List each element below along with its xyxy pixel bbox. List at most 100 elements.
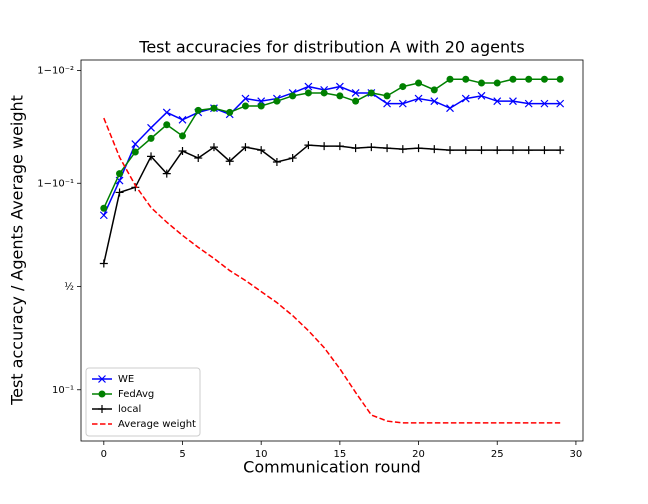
y-tick-label: 10⁻¹: [52, 385, 74, 396]
y-tick-label: 1−10⁻¹: [37, 178, 74, 189]
marker: [225, 157, 234, 166]
marker: [320, 142, 329, 151]
x-axis-label: Communication round: [243, 458, 421, 477]
series-line: [103, 85, 561, 216]
marker: [304, 82, 313, 91]
marker: [115, 188, 124, 197]
marker: [288, 154, 297, 163]
x-tick-label: 10: [255, 449, 268, 460]
marker: [556, 146, 565, 155]
marker: [414, 94, 423, 103]
marker: [415, 79, 423, 87]
marker: [351, 144, 360, 153]
legend-marker: [98, 405, 106, 413]
marker: [163, 121, 171, 129]
marker: [367, 143, 376, 152]
y-tick-label: 1−10⁻²: [37, 66, 74, 77]
marker: [100, 204, 108, 212]
marker: [257, 102, 265, 110]
marker: [131, 140, 140, 148]
marker: [525, 75, 533, 83]
x-tick-label: 15: [334, 449, 347, 460]
marker: [335, 142, 344, 151]
marker: [352, 97, 360, 105]
marker: [398, 145, 407, 154]
marker: [335, 82, 344, 91]
marker: [461, 146, 470, 155]
marker: [508, 146, 517, 155]
marker: [272, 157, 281, 166]
x-tick-label: 25: [491, 449, 504, 460]
marker: [194, 154, 203, 163]
marker: [540, 146, 549, 155]
marker: [241, 143, 250, 152]
x-tick-label: 0: [101, 449, 107, 460]
x-tick-label: 30: [570, 449, 583, 460]
marker: [509, 75, 517, 83]
marker: [398, 99, 407, 108]
plot-frame: [80, 59, 584, 442]
marker: [493, 97, 502, 106]
legend-marker: [98, 375, 106, 383]
marker: [430, 145, 439, 154]
marker: [289, 92, 297, 100]
y-axis-label: Test accuracy / Agents Average weight: [8, 95, 27, 406]
chart-title: Test accuracies for distribution A with …: [138, 38, 524, 57]
marker: [477, 146, 486, 155]
marker: [147, 152, 156, 161]
marker: [540, 75, 548, 83]
marker: [99, 211, 108, 220]
marker: [131, 148, 139, 156]
marker: [320, 89, 328, 97]
marker: [162, 108, 171, 117]
marker: [556, 99, 565, 108]
marker: [414, 144, 423, 153]
legend-label: Average weight: [118, 419, 196, 430]
series-line: [103, 144, 561, 264]
series-line: [103, 117, 561, 424]
marker: [99, 259, 108, 268]
marker: [178, 115, 187, 124]
marker: [524, 99, 533, 108]
marker: [147, 123, 155, 132]
marker: [226, 108, 234, 116]
marker: [210, 104, 218, 112]
marker: [116, 170, 124, 178]
marker: [241, 94, 250, 103]
marker: [509, 97, 517, 106]
marker: [162, 169, 171, 178]
marker: [430, 97, 439, 106]
marker: [477, 91, 486, 100]
marker: [383, 144, 392, 153]
legend-marker: [98, 390, 106, 398]
marker: [179, 132, 187, 140]
marker: [540, 99, 549, 108]
marker: [556, 75, 564, 83]
marker: [430, 86, 438, 94]
marker: [462, 75, 470, 83]
legend-label: local: [118, 404, 141, 415]
marker: [493, 79, 501, 87]
x-tick-label: 5: [179, 449, 185, 460]
marker: [147, 134, 155, 142]
marker: [399, 83, 407, 91]
marker: [383, 99, 392, 108]
marker: [446, 75, 454, 83]
marker: [446, 104, 454, 113]
marker: [273, 97, 281, 105]
marker: [336, 92, 344, 100]
marker: [209, 143, 218, 152]
marker: [477, 79, 485, 87]
marker: [194, 106, 202, 114]
marker: [304, 141, 313, 150]
marker: [461, 94, 470, 103]
marker: [524, 146, 533, 155]
marker: [257, 146, 266, 155]
marker: [304, 89, 312, 97]
marker: [446, 146, 455, 155]
marker: [241, 102, 249, 110]
marker: [351, 89, 360, 97]
marker: [178, 147, 187, 156]
marker: [493, 146, 502, 155]
